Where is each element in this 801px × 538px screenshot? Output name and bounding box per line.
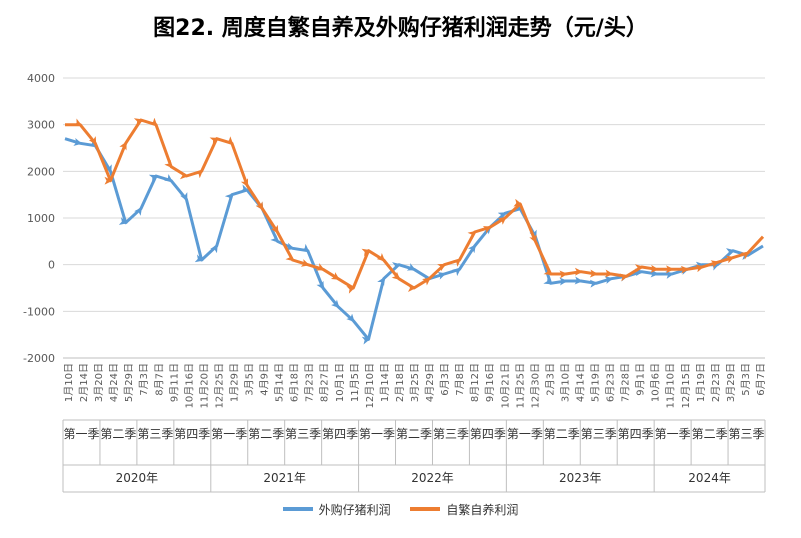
- quarter-label: 第四季: [470, 427, 506, 441]
- legend-swatch-self: [410, 507, 441, 511]
- x-date-label: 4月24日: [108, 363, 120, 402]
- quarter-label: 第四季: [618, 427, 654, 441]
- y-tick-label: -2000: [23, 352, 55, 365]
- x-date-label: 11月10日: [665, 363, 677, 408]
- y-tick-label: 0: [48, 259, 55, 272]
- year-label: 2021年: [263, 471, 306, 485]
- x-date-label: 6月3日: [439, 363, 451, 396]
- x-date-label: 9月11日: [168, 363, 180, 402]
- legend-label-purchased: 外购仔猪利润: [318, 502, 391, 517]
- legend-item-self: 自繁自养利润: [410, 501, 518, 518]
- x-date-label: 6月23日: [605, 363, 617, 402]
- x-date-label: 12月30日: [529, 363, 541, 408]
- x-date-label: 3月5日: [244, 363, 256, 396]
- quarter-label: 第三季: [433, 427, 469, 441]
- quarter-label: 第二季: [248, 427, 284, 441]
- x-date-label: 1月19日: [695, 363, 707, 402]
- quarter-label: 第一季: [211, 427, 247, 441]
- x-date-label: 2月18日: [394, 363, 406, 402]
- x-date-label: 6月7日: [755, 363, 767, 396]
- x-date-label: 3月29日: [725, 363, 737, 402]
- x-date-label: 5月29日: [123, 363, 135, 402]
- x-date-label: 12月15日: [680, 363, 692, 408]
- quarter-label: 第二季: [100, 427, 136, 441]
- x-date-label: 3月20日: [93, 363, 105, 402]
- y-tick-label: 3000: [27, 119, 55, 132]
- x-date-label: 1月10日: [63, 363, 75, 402]
- year-label: 2020年: [116, 471, 159, 485]
- year-label: 2022年: [411, 471, 454, 485]
- x-date-label: 8月12日: [469, 363, 481, 402]
- x-date-label: 10月21日: [499, 363, 511, 408]
- quarter-label: 第四季: [322, 427, 358, 441]
- x-date-label: 12月10日: [364, 363, 376, 408]
- series-line-self: [65, 117, 765, 294]
- y-tick-label: 1000: [27, 212, 55, 225]
- x-date-label: 9月16日: [484, 363, 496, 402]
- x-date-label: 10月16日: [183, 363, 195, 408]
- x-date-label: 8月7日: [153, 363, 165, 396]
- x-date-label: 4月29日: [424, 363, 436, 402]
- x-date-label: 2月3日: [544, 363, 556, 396]
- x-date-label: 7月23日: [304, 363, 316, 402]
- x-date-label: 2月14日: [78, 363, 90, 402]
- grid-lines: [63, 77, 765, 359]
- quarter-label: 第四季: [174, 427, 210, 441]
- chart-title: 图22. 周度自繁自养及外购仔猪利润走势（元/头）: [153, 16, 648, 41]
- quarter-label: 第一季: [507, 427, 543, 441]
- quarter-label: 第三季: [729, 427, 765, 441]
- legend: 外购仔猪利润 自繁自养利润: [0, 500, 801, 518]
- x-date-label: 10月6日: [650, 363, 662, 402]
- x-axis: 1月10日 2月14日 3月20日 4月24日 5月29日 7月3日 8月7日 9月11日 10…: [62, 357, 767, 493]
- legend-swatch-purchased: [282, 507, 313, 511]
- x-date-label: 4月14日: [575, 363, 587, 402]
- x-date-label: 3月25日: [409, 363, 421, 402]
- year-label: 2024年: [688, 471, 731, 485]
- x-date-label: 6月18日: [289, 363, 301, 402]
- x-date-label: 5月3日: [740, 363, 752, 396]
- x-date-label: 7月3日: [138, 363, 150, 396]
- x-date-label: 1月29日: [229, 363, 241, 402]
- quarter-label: 第一季: [359, 427, 395, 441]
- x-date-label: 11月25日: [514, 363, 526, 408]
- x-date-label: 1月14日: [379, 363, 391, 402]
- x-date-label: 9月1日: [635, 363, 647, 396]
- series-line-purchased: [64, 137, 764, 345]
- x-date-label: 12月25日: [213, 363, 225, 408]
- quarter-label: 第三季: [581, 427, 617, 441]
- x-date-label: 10月1日: [334, 363, 346, 402]
- x-date-label: 3月10日: [559, 363, 571, 402]
- x-date-label: 5月14日: [274, 363, 286, 402]
- year-label: 2023年: [559, 471, 602, 485]
- x-date-label: 11月5日: [349, 363, 361, 402]
- quarter-label: 第二季: [544, 427, 580, 441]
- y-tick-label: -1000: [23, 305, 55, 318]
- quarter-label: 第二季: [396, 427, 432, 441]
- quarter-label: 第三季: [285, 427, 321, 441]
- x-date-label: 2月23日: [710, 363, 722, 402]
- x-date-label: 7月8日: [454, 363, 466, 396]
- legend-label-self: 自繁自养利润: [446, 502, 519, 517]
- x-date-label: 11月20日: [198, 363, 210, 408]
- legend-item-purchased: 外购仔猪利润: [282, 501, 391, 518]
- x-date-label: 8月27日: [319, 363, 331, 402]
- y-axis-ticks: -2000 -1000 0 1000 2000 3000 4000: [23, 72, 55, 365]
- x-date-label: 5月19日: [590, 363, 602, 402]
- x-date-label: 7月28日: [620, 363, 632, 402]
- series-lines: [64, 117, 765, 345]
- quarter-label: 第一季: [655, 427, 691, 441]
- y-tick-label: 2000: [27, 165, 55, 178]
- quarter-label: 第二季: [692, 427, 728, 441]
- x-date-label: 4月9日: [259, 363, 271, 396]
- quarter-label: 第一季: [63, 427, 99, 441]
- y-tick-label: 4000: [27, 72, 55, 85]
- quarter-label: 第三季: [137, 427, 173, 441]
